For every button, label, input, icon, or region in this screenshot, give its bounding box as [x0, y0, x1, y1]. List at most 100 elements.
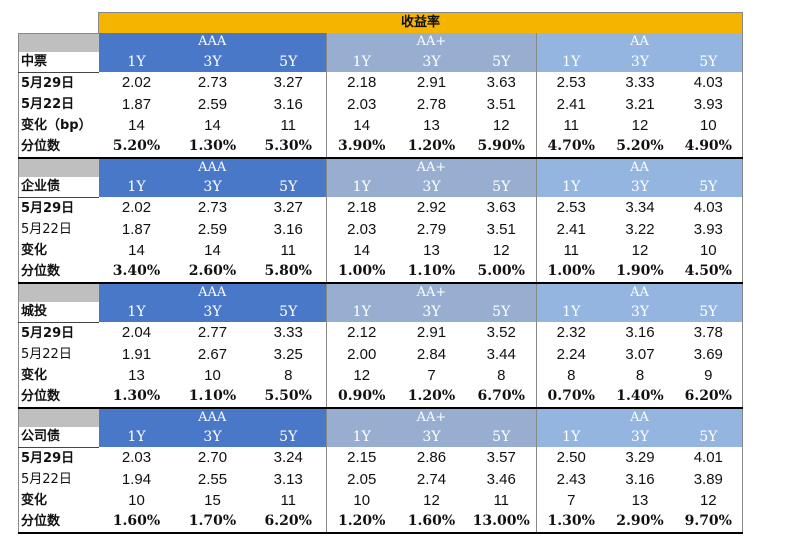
grade-header-row: AAA AA+ AA — [18, 407, 744, 427]
header-corner — [18, 157, 99, 177]
term-header: 5Y — [674, 51, 744, 72]
grade-header: AAA — [98, 157, 327, 177]
table-cell: 3.52 — [466, 322, 537, 344]
table-cell: 3.40% — [98, 260, 175, 284]
table-cell: 2.60% — [174, 260, 251, 284]
term-header: 3Y — [174, 301, 251, 322]
table-cell: 2.18 — [347, 74, 377, 92]
row-label: 5月22日 — [18, 93, 99, 115]
table-cell: 5.80% — [250, 260, 327, 284]
table-cell: 0.90% — [326, 385, 397, 409]
table-cell: 1.10% — [174, 385, 251, 409]
table-cell: 1.90% — [605, 260, 675, 284]
table-cell: 12 — [631, 241, 649, 259]
table-cell: 5.00% — [466, 260, 537, 284]
grade-header: AA+ — [326, 407, 537, 427]
term-header-row: 城投 1Y 3Y 5Y 1Y 3Y 5Y 1Y 3Y 5Y — [18, 301, 744, 323]
table-cell: 1.94 — [121, 470, 152, 488]
table-cell: 2.86 — [416, 449, 447, 467]
term-header: 3Y — [605, 51, 675, 72]
table-cell: 3.24 — [250, 447, 327, 469]
table-cell: 2.53 — [556, 199, 586, 217]
table-cell: 1.20% — [396, 135, 467, 159]
term-header: 1Y — [536, 51, 606, 72]
table-cell: 2.04 — [121, 324, 152, 342]
term-header: 5Y — [466, 51, 537, 72]
table-cell: 5.50% — [250, 385, 327, 409]
table-cell: 13 — [128, 366, 145, 384]
table-cell: 2.03 — [121, 449, 152, 467]
table-cell: 2.90% — [605, 510, 675, 534]
table-row: 5月29日 2.04 2.77 3.33 2.12 2.91 3.52 2.32 3.16 3.7… — [18, 322, 744, 344]
table-cell: 14 — [353, 116, 371, 134]
table-cell: 11 — [563, 116, 580, 134]
term-header: 1Y — [536, 176, 606, 197]
table-row: 分位数 3.40% 2.60% 5.80% 1.00% 1.10% 5.00% 1.00% 1.… — [18, 260, 744, 284]
table-cell: 3.57 — [466, 447, 537, 469]
table-row: 5月29日 2.03 2.70 3.24 2.15 2.86 3.57 2.50 3.29 4.0… — [18, 447, 744, 469]
row-label: 分位数 — [18, 510, 99, 534]
table-cell: 12 — [631, 116, 649, 134]
table-cell: 4.70% — [536, 135, 606, 159]
grade-header-row: AAA AA+ AA — [18, 282, 744, 302]
table-cell: 2.59 — [197, 220, 228, 238]
table-cell: 4.90% — [674, 135, 744, 159]
table-cell: 11 — [250, 489, 327, 511]
grade-header-row: AAA AA+ AA — [18, 32, 744, 52]
term-header: 5Y — [250, 301, 327, 322]
term-header: 3Y — [396, 51, 467, 72]
table-row: 变化 13 10 8 12 7 8 8 8 9 — [18, 364, 744, 386]
table-cell: 2.84 — [416, 345, 447, 363]
row-label: 5月29日 — [18, 447, 99, 469]
term-header: 1Y — [536, 301, 606, 322]
table-cell: 9 — [674, 364, 744, 386]
table-cell: 3.46 — [466, 468, 537, 490]
table-cell: 4.03 — [674, 197, 744, 219]
term-header: 1Y — [98, 426, 175, 447]
table-cell: 2.15 — [347, 449, 377, 467]
table-cell: 10 — [353, 491, 371, 509]
title-row-spacer — [18, 12, 99, 33]
row-label: 变化 — [18, 364, 99, 386]
table-cell: 3.63 — [466, 72, 537, 94]
table-cell: 8 — [250, 364, 327, 386]
table-cell: 5.90% — [466, 135, 537, 159]
term-header: 1Y — [326, 301, 397, 322]
table-row: 5月22日 1.94 2.55 3.13 2.05 2.74 3.46 2.43 3.16 3.8… — [18, 468, 744, 490]
table-cell: 2.53 — [556, 74, 586, 92]
row-label: 分位数 — [18, 135, 99, 159]
table-title: 收益率 — [97, 12, 744, 33]
table-cell: 3.16 — [250, 93, 327, 115]
table-cell: 8 — [567, 366, 576, 384]
row-label: 5月22日 — [18, 218, 99, 240]
table-cell: 12 — [353, 366, 371, 384]
header-corner — [18, 407, 99, 427]
table-cell: 3.16 — [250, 218, 327, 240]
table-cell: 3.63 — [466, 197, 537, 219]
table-cell: 13 — [423, 116, 440, 134]
table-cell: 5.20% — [98, 135, 175, 159]
term-header: 1Y — [98, 301, 175, 322]
table-cell: 1.91 — [121, 345, 152, 363]
table-cell: 3.22 — [625, 220, 655, 238]
table-cell: 3.25 — [250, 343, 327, 365]
table-cell: 15 — [204, 491, 221, 509]
row-label: 5月22日 — [18, 468, 99, 490]
table-cell: 6.20% — [250, 510, 327, 534]
table-cell: 2.78 — [416, 95, 447, 113]
term-header: 5Y — [466, 176, 537, 197]
term-header-row: 中票 1Y 3Y 5Y 1Y 3Y 5Y 1Y 3Y 5Y — [18, 51, 744, 73]
grade-header: AA+ — [326, 282, 537, 302]
yield-table: 收益率 AAA AA+ AA 中票 1Y 3Y 5Y 1Y 3Y 5Y 1Y 3Y 5Y 5月29日 2.0… — [18, 12, 744, 534]
table-cell: 3.33 — [625, 74, 655, 92]
table-cell: 3.13 — [250, 468, 327, 490]
table-cell: 14 — [204, 116, 221, 134]
row-label: 5月29日 — [18, 72, 99, 94]
table-cell: 2.91 — [416, 324, 447, 342]
term-header: 5Y — [250, 426, 327, 447]
table-cell: 2.43 — [556, 470, 586, 488]
table-cell: 3.07 — [625, 345, 655, 363]
table-cell: 13 — [631, 491, 649, 509]
table-cell: 2.92 — [416, 199, 447, 217]
table-cell: 3.89 — [674, 468, 744, 490]
